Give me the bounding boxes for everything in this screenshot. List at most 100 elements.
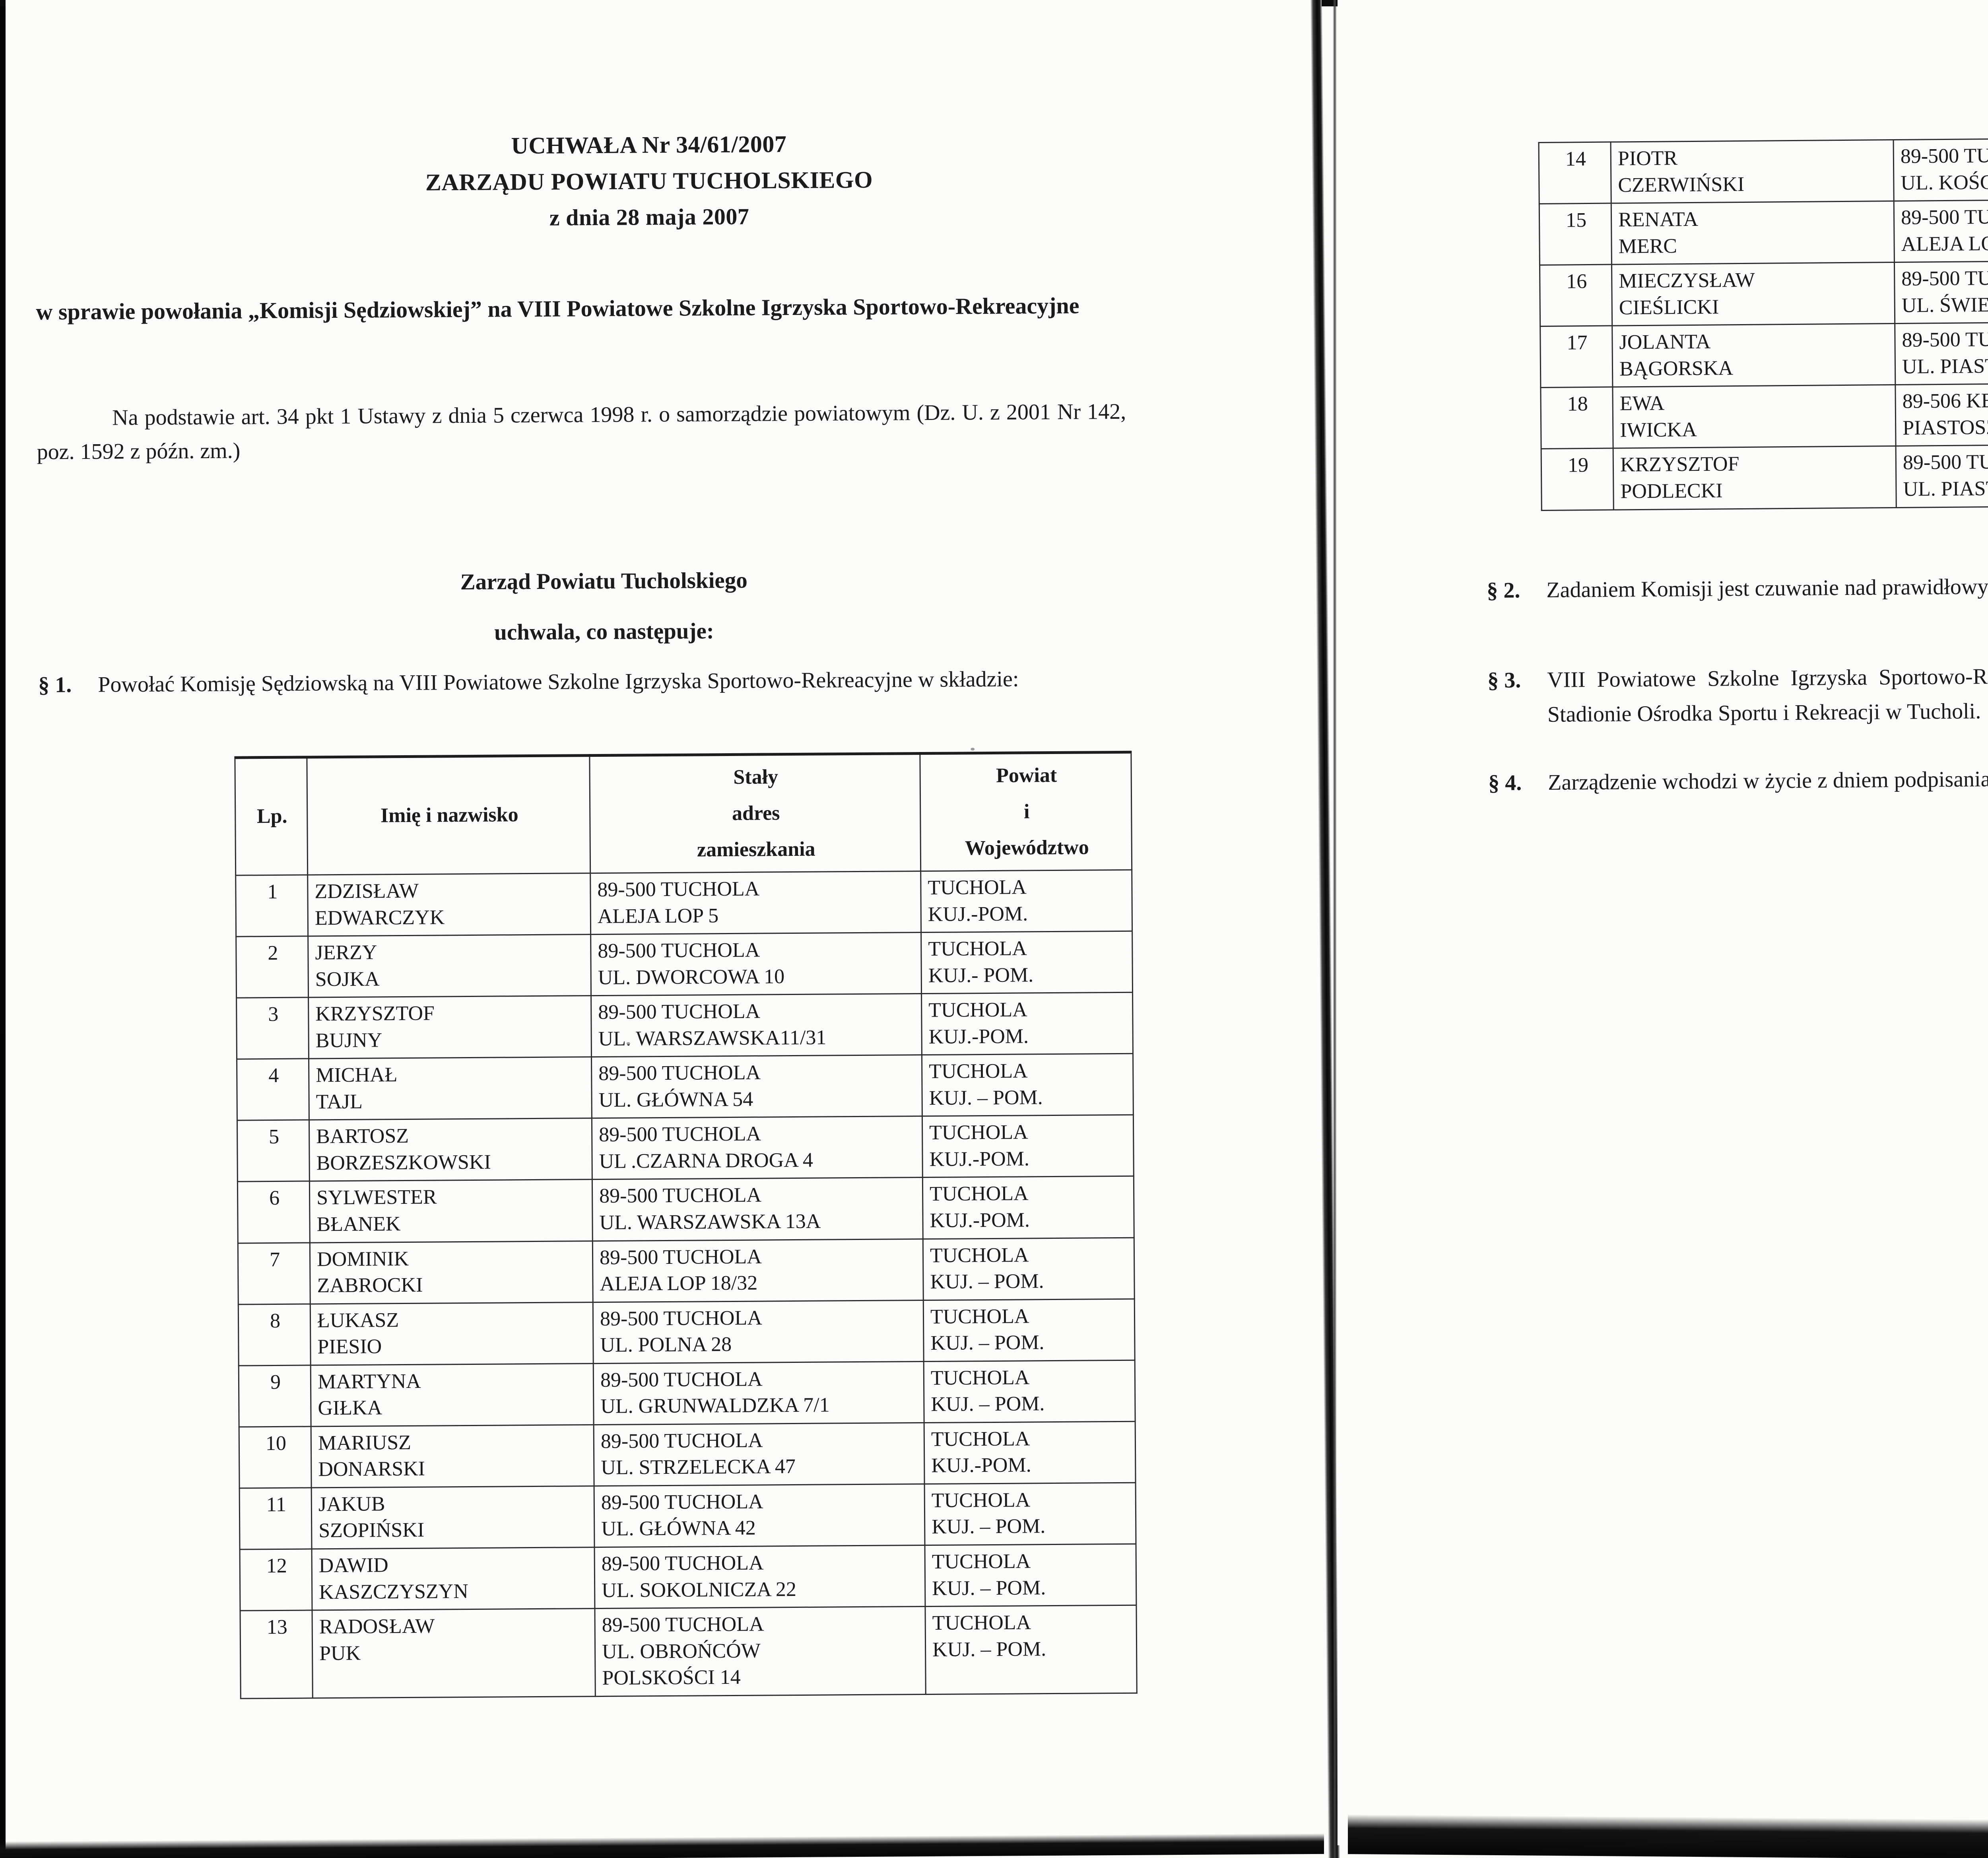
cell-name-line: BARTOSZ — [316, 1125, 409, 1148]
table-row: 9 MARTYNA GIŁKA 89-500 TUCHOLA UL. GRUNWALDZ… — [239, 1360, 1136, 1427]
cell-name-line: RENATA — [1618, 208, 1699, 231]
cell-county: TUCHOLA KUJ.-POM. — [924, 1421, 1136, 1484]
cell-address-line: UL. SOKOLNICZA 22 — [602, 1578, 797, 1602]
cell-address-line: 89-500 TUCHOLA — [597, 877, 760, 902]
cell-name: KRZYSZTOF BUJNY — [308, 995, 592, 1059]
cell-name: MARTYNA GIŁKA — [311, 1363, 594, 1427]
cell-county-line: TUCHOLA — [929, 1059, 1028, 1083]
cell-address-line: 89-500 TUCHOLA — [1902, 327, 1988, 352]
cell-name: SYLWESTER BŁANEK — [309, 1180, 593, 1243]
cell-name-line: MIECZYSŁAW — [1619, 268, 1755, 293]
cell-address: 89-500 TUCHOLA UL. GŁÓWNA 54 — [591, 1055, 922, 1118]
cell-county-line: KUJ. – POM. — [932, 1576, 1046, 1600]
cell-name-line: PIOTR — [1617, 147, 1678, 170]
cell-address-line: 89-500 TUCHOLA — [598, 939, 760, 963]
cell-county: TUCHOLA KUJ.-POM. — [922, 1115, 1134, 1178]
cell-address-line: UL. GRUNWALDZKA 7/1 — [600, 1394, 830, 1418]
cell-county-line: KUJ.-POM. — [931, 1454, 1031, 1477]
cell-name-line: ŁUKASZ — [317, 1308, 399, 1332]
cell-county-line: KUJ.-POM. — [928, 902, 1028, 926]
cell-name-line: PUK — [319, 1642, 361, 1665]
scan-speck — [626, 1042, 630, 1045]
cell-name-line: MERC — [1618, 234, 1677, 258]
cell-name-line: RADOSŁAW — [319, 1615, 435, 1638]
cell-county-line: KUJ.- POM. — [928, 963, 1034, 987]
page-left: UCHWAŁA Nr 34/61/2007 ZARZĄDU POWIATU TU… — [6, 0, 1322, 1853]
cell-name-line: JERZY — [315, 941, 377, 964]
section-1: § 1. Powołać Komisję Sędziowską na VIII … — [38, 661, 1124, 702]
enacting-clause: uchwala, co następuje: — [494, 618, 714, 645]
table-row: 1 ZDZISŁAW EDWARCZYK 89-500 TUCHOLA ALEJA LO… — [235, 870, 1132, 937]
table-row: 10 MARIUSZ DONARSKI 89-500 TUCHOLA UL. STRZE… — [239, 1421, 1136, 1488]
cell-address-line: 89-500 TUCHOLA — [600, 1306, 762, 1330]
th-address-line-3: zamieszkania — [697, 838, 815, 861]
cell-address: 89-500 TUCHOLA UL. SOKOLNICZA 22 — [594, 1545, 925, 1609]
cell-county-line: TUCHOLA — [930, 1243, 1029, 1267]
cell-address-line: 89-500 TUCHOLA — [600, 1429, 763, 1453]
cell-county-line: KUJ. – POM. — [932, 1515, 1046, 1539]
cell-name-line: BUJNY — [315, 1029, 382, 1052]
cell-address-line: UL. GŁÓWNA 42 — [601, 1517, 756, 1541]
cell-lp: 9 — [239, 1365, 311, 1427]
cell-county-line: TUCHOLA — [930, 1305, 1029, 1328]
cell-name: BARTOSZ BORZESZKOWSKI — [309, 1118, 592, 1182]
cell-county-line: TUCHOLA — [931, 1427, 1030, 1451]
th-address: Stały adres zamieszkania — [589, 753, 921, 873]
cell-name-line: MARIUSZ — [318, 1431, 412, 1455]
table-header-row: Lp. Imię i nazwisko Stały adres zamieszk… — [235, 752, 1132, 876]
cell-address-line: 89-500 TUCHOLA — [602, 1613, 764, 1637]
cell-lp: 8 — [238, 1304, 311, 1366]
cell-name-line: KRZYSZTOF — [315, 1002, 435, 1026]
cell-address-line: UL. DWORCOWA 10 — [598, 965, 785, 989]
cell-address: 89-500 TUCHOLA UL. WARSZAWSKA11/31 — [591, 993, 922, 1057]
cell-name-line: GIŁKA — [318, 1396, 382, 1420]
cell-name: MIECZYSŁAW CIEŚLICKI — [1611, 262, 1895, 326]
cell-address-line: 89-500 TUCHOLA — [1903, 450, 1988, 474]
committee-table-page-1: Lp. Imię i nazwisko Stały adres zamieszk… — [234, 750, 1138, 1699]
th-county-line-2: i — [1023, 800, 1030, 823]
cell-name-line: SZOPIŃSKI — [318, 1519, 425, 1542]
cell-county: TUCHOLA KUJ. – POM. — [925, 1605, 1137, 1695]
cell-address: 89-506 KĘSOWO PIASTOSZYN — [1895, 382, 1988, 446]
cell-address-line: 89-506 KĘSOWO — [1902, 389, 1988, 413]
cell-address: 89-500 TUCHOLA UL. DWORCOWA 10 — [590, 932, 922, 996]
cell-lp: 11 — [239, 1487, 312, 1550]
cell-lp: 14 — [1539, 142, 1611, 204]
cell-county: TUCHOLA KUJ. – POM. — [923, 1298, 1135, 1362]
committee-table-page-2: 14 PIOTR CZERWIŃSKI 89-500 TUCHOLA UL. KOŚCI… — [1538, 135, 1988, 511]
cell-name-line: BĄGORSKA — [1619, 356, 1734, 381]
cell-name-line: KASZCZYSZYN — [319, 1580, 468, 1603]
cell-name-line: EWA — [1619, 392, 1665, 415]
th-name: Imię i nazwisko — [307, 755, 590, 875]
table-row: 19 KRZYSZTOF PODLECKI 89-500 TUCHOLA UL. PIA… — [1541, 442, 1988, 511]
section-2: § 2. Zadaniem Komisji jest czuwanie nad … — [1487, 566, 1988, 608]
section-4-text: Zarządzenie wchodzi w życie z dniem podp… — [1547, 767, 1988, 795]
cell-lp: 3 — [236, 997, 309, 1059]
cell-county-line: TUCHOLA — [928, 998, 1027, 1022]
cell-address: 89-500 TUCHOLA UL. GŁÓWNA 42 — [594, 1484, 925, 1547]
cell-county-line: TUCHOLA — [928, 937, 1027, 961]
cell-lp: 12 — [240, 1549, 312, 1611]
cell-name: MARIUSZ DONARSKI — [311, 1425, 594, 1488]
doc-title-line-1: UCHWAŁA Nr 34/61/2007 — [511, 131, 787, 159]
cell-name: RADOSŁAW PUK — [312, 1608, 596, 1698]
cell-address-line: UL. STRZELECKA 47 — [601, 1455, 796, 1479]
cell-name-line: KRZYSZTOF — [1620, 453, 1740, 476]
cell-lp: 7 — [238, 1242, 311, 1304]
cell-county: TUCHOLA KUJ. – POM. — [924, 1360, 1136, 1423]
cell-county-line: TUCHOLA — [931, 1489, 1031, 1512]
legal-basis-paragraph: Na podstawie art. 34 pkt 1 Ustawy z dnia… — [37, 399, 1126, 464]
cell-county-line: TUCHOLA — [932, 1611, 1031, 1635]
table-row: 12 DAWID KASZCZYSZYN 89-500 TUCHOLA UL. SOKO… — [240, 1544, 1136, 1611]
cell-lp: 18 — [1540, 387, 1613, 449]
cell-lp: 1 — [235, 875, 308, 937]
section-4-mark: § 4. — [1488, 770, 1522, 796]
section-1-text: Powołać Komisję Sędziowską na VIII Powia… — [98, 667, 1019, 697]
cell-county: TUCHOLA KUJ. – POM. — [925, 1544, 1136, 1607]
table-row: 4 MICHAŁ TAJL 89-500 TUCHOLA UL. GŁÓWNA 54 TU… — [237, 1053, 1134, 1121]
cell-name: KRZYSZTOF PODLECKI — [1613, 446, 1897, 510]
cell-name: JERZY SOJKA — [308, 934, 591, 998]
